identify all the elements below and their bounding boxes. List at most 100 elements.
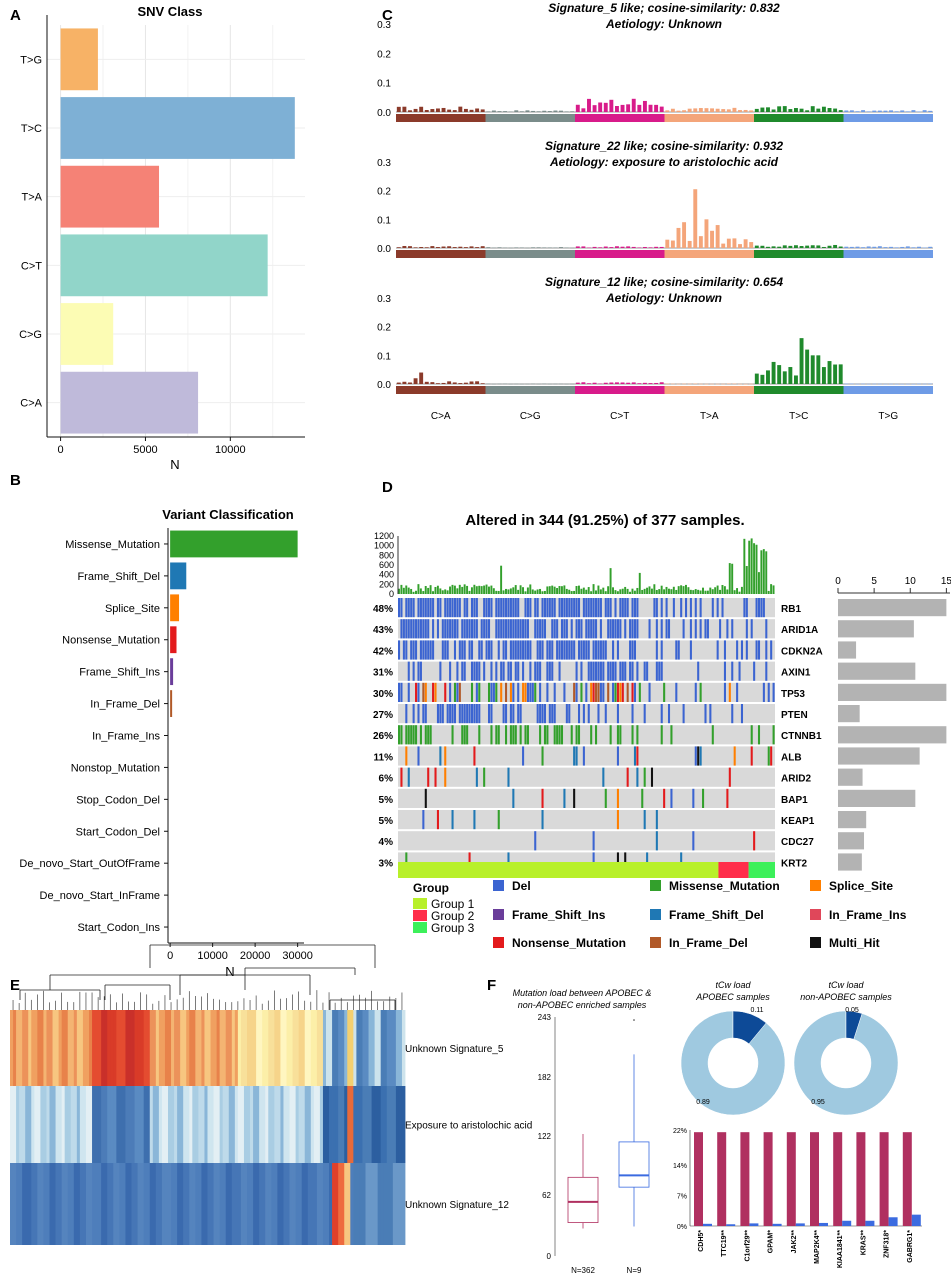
signature-bar [480,246,485,248]
heatmap-cell [92,1086,96,1163]
heatmap-cell [271,1163,275,1245]
heatmap-cell [256,1086,260,1163]
signature-bar [726,383,731,385]
x-category-label: C>T [610,411,629,422]
signature-bar [531,110,536,112]
tmb-bar [534,590,537,594]
mutation-cell [755,640,758,660]
heatmap-cell [228,1086,233,1163]
boxplot-title-line-1: Mutation load between APOBEC & [513,988,652,998]
mutation-cell [592,619,595,639]
heatmap-cell [22,1163,26,1245]
heatmap-cell [52,1086,56,1163]
signature-bar [889,383,894,385]
signature-bar [721,109,726,112]
mutation-cell [517,598,520,618]
heatmap-cell [58,1163,63,1245]
mutation-cell [417,704,420,724]
mutation-cell [522,682,525,702]
mutation-cell [745,640,748,660]
mutation-cell [767,746,770,766]
group-bar [748,862,775,878]
heatmap-cell [198,1163,202,1245]
mutation-cell [412,619,415,639]
mutation-cell [509,682,512,702]
signature-bar [547,383,552,385]
legend-label: Splice_Site [829,879,893,893]
mutation-cell [694,746,697,766]
signature-bar [575,382,580,384]
mutation-cell [558,725,561,745]
mutation-cell [702,788,705,808]
mutation-cell [524,619,527,639]
mutation-cell [400,598,403,618]
signature-bar [665,110,670,112]
heatmap-cell [183,1086,187,1163]
heatmap-cell [237,1010,242,1086]
mutation-cell [750,746,753,766]
signature-bar [838,364,843,384]
mutation-cell [453,682,457,702]
mutation-cell [616,725,619,745]
context-band [664,386,754,394]
tmb-bar [704,590,707,594]
mutation-cell [441,619,444,639]
mutation-cell [689,598,692,618]
mutation-cell [560,598,564,618]
gene-count-bar [838,620,914,638]
mutation-cell [522,746,525,766]
x-category-label: C>G [520,411,541,422]
mutation-cell [660,725,663,745]
signature-bar [592,246,597,248]
heatmap-cell [219,1010,224,1086]
mutation-cell [607,682,610,702]
mutation-cell [400,725,403,745]
mutation-cell [726,788,729,808]
heatmap-cell [329,1010,333,1086]
heatmap-cell [265,1010,269,1086]
heatmap-cell [304,1086,309,1163]
y-tick-label: C>G [19,329,42,341]
oncoplot-title: Altered in 344 (91.25%) of 377 samples. [465,512,744,529]
signature-bar [441,382,446,384]
mutation-cell [590,619,593,639]
mutation-cell [415,619,418,639]
heatmap-cell [234,1163,239,1245]
bar-non-apobec [865,1220,875,1226]
tmb-bar [427,587,430,594]
tmb-bar [604,591,607,594]
context-band [843,114,933,122]
signature-bar [581,108,586,112]
mutation-cell [553,598,556,618]
signature-bar [435,247,440,248]
heatmap-cell [161,1010,166,1086]
signature-bar [754,373,759,384]
mutation-cell [772,725,775,745]
mutation-cell [505,619,508,639]
heatmap-cell [368,1010,372,1086]
mutation-cell [466,704,469,724]
heatmap-cell [52,1163,56,1245]
mutation-cell [483,619,486,639]
heatmap-cell [247,1163,251,1245]
signature-bar [430,109,435,112]
mutation-cell [765,640,768,660]
outlier [633,1019,635,1021]
heatmap-row-label: Exposure to aristolochic acid [405,1121,532,1132]
heatmap-cell [383,1086,388,1163]
signature-bar [430,382,435,384]
heatmap-cell [31,1010,35,1086]
heatmap-cell [353,1163,357,1245]
mutation-cell [670,788,673,808]
signature-bar [821,246,826,248]
heatmap-cell [134,1086,139,1163]
mutation-cell [694,598,697,618]
signature-bar [503,111,508,112]
mutation-cell [444,746,447,766]
mutation-cell [587,661,590,681]
signature-bar [435,383,440,384]
tmb-bar [624,586,627,594]
signature-bar [587,98,591,112]
gene-percent: 11% [374,752,394,763]
